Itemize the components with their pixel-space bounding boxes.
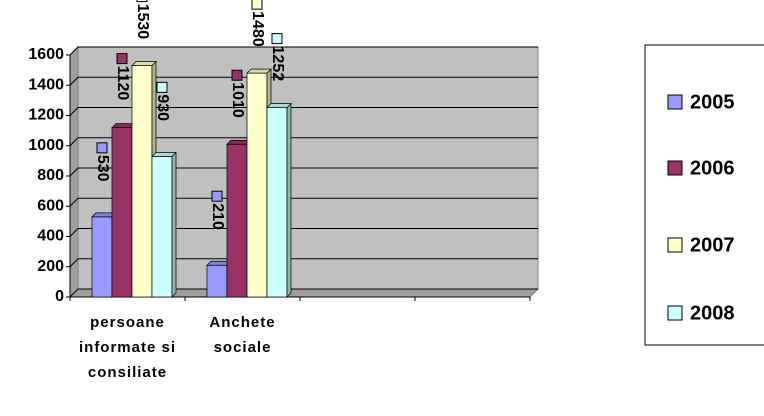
- bar-front: [206, 264, 228, 298]
- legend-label: 2005: [690, 91, 735, 113]
- y-tick-label: 1000: [28, 137, 64, 154]
- bar: [266, 102, 292, 298]
- legend-label: 2008: [690, 302, 735, 324]
- data-label: 930: [154, 94, 171, 121]
- bar-front: [111, 127, 133, 298]
- label-key: [156, 81, 168, 93]
- y-tick-label: 1400: [28, 76, 64, 93]
- label-key: [271, 33, 283, 45]
- legend-key: [667, 237, 683, 253]
- legend-key: [667, 305, 683, 321]
- bar-side: [286, 102, 292, 298]
- bar-front: [131, 65, 153, 298]
- grid-line: [69, 258, 538, 268]
- data-label: 1010: [229, 82, 246, 118]
- grid-line: [69, 228, 538, 237]
- bar-front: [246, 72, 268, 298]
- bar-top: [151, 151, 177, 157]
- bar-front: [91, 216, 113, 298]
- grid-line: [69, 137, 538, 147]
- label-key: [251, 0, 263, 10]
- legend-label: 2006: [690, 157, 735, 179]
- bar-top: [266, 103, 292, 108]
- grid-line: [69, 197, 538, 207]
- grid-line: [69, 46, 538, 56]
- y-tick-label: 200: [37, 258, 64, 275]
- legend-box: [644, 44, 764, 346]
- legend-key: [667, 160, 683, 176]
- bar-front: [226, 143, 248, 298]
- bar-top: [246, 68, 272, 74]
- y-tick-label: 600: [37, 197, 64, 214]
- label-key: [96, 142, 108, 154]
- legend-key: [667, 94, 683, 110]
- bar-front: [151, 155, 173, 298]
- bar-top: [131, 61, 157, 66]
- grid-line: [69, 107, 538, 116]
- grid-line: [69, 288, 538, 298]
- x-tick-label: persoane informate si consiliate: [78, 314, 177, 381]
- data-label: 530: [94, 155, 111, 182]
- data-label: 1480: [249, 11, 266, 47]
- grid-line: [69, 76, 538, 86]
- label-key: [136, 0, 148, 3]
- label-key: [231, 69, 243, 81]
- data-label: 210: [209, 203, 226, 230]
- y-tick-label: 1600: [28, 46, 64, 63]
- legend-label: 2007: [690, 234, 735, 256]
- y-tick-label: 400: [37, 228, 64, 245]
- y-tick-label: 1200: [28, 107, 64, 124]
- y-tick-label: 800: [37, 167, 64, 184]
- y-tick-label: 0: [55, 288, 64, 305]
- bar-front: [266, 107, 288, 298]
- bar-side: [171, 151, 177, 298]
- x-tick-label: Anchete sociale: [209, 314, 276, 356]
- bar: [151, 151, 177, 298]
- label-key: [211, 190, 223, 202]
- data-label: 1252: [269, 46, 286, 82]
- data-label: 1530: [134, 4, 151, 40]
- label-key: [116, 53, 128, 65]
- grid-line: [69, 167, 538, 177]
- data-label: 1120: [114, 66, 131, 101]
